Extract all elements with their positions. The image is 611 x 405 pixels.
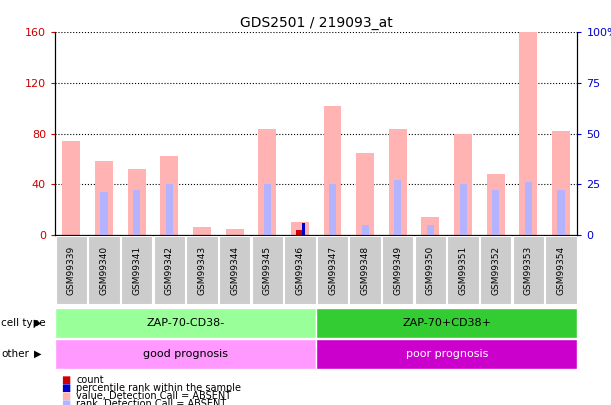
Text: ZAP-70-CD38-: ZAP-70-CD38- (147, 318, 225, 328)
Text: percentile rank within the sample: percentile rank within the sample (76, 383, 241, 393)
Text: GSM99342: GSM99342 (165, 246, 174, 295)
Bar (324, 106, 342, 235)
FancyBboxPatch shape (317, 237, 348, 305)
Bar (225, 228, 244, 235)
FancyBboxPatch shape (153, 237, 185, 305)
FancyBboxPatch shape (546, 237, 577, 305)
Bar (316, 308, 577, 338)
Bar (525, 182, 532, 235)
Text: GSM99347: GSM99347 (328, 246, 337, 295)
Text: poor prognosis: poor prognosis (406, 349, 488, 359)
Bar (557, 190, 565, 235)
Bar (356, 153, 374, 235)
Text: GSM99345: GSM99345 (263, 246, 272, 295)
Bar (459, 184, 467, 235)
FancyBboxPatch shape (415, 237, 446, 305)
FancyBboxPatch shape (480, 237, 511, 305)
Text: ZAP-70+CD38+: ZAP-70+CD38+ (402, 318, 491, 328)
Text: GSM99341: GSM99341 (132, 246, 141, 295)
Text: GSM99352: GSM99352 (491, 246, 500, 295)
Text: ■: ■ (61, 375, 70, 385)
FancyBboxPatch shape (186, 237, 218, 305)
Bar (193, 227, 211, 235)
Text: ■: ■ (61, 391, 70, 401)
Text: GSM99354: GSM99354 (557, 246, 566, 295)
Text: rank, Detection Call = ABSENT: rank, Detection Call = ABSENT (76, 399, 227, 405)
Text: GSM99346: GSM99346 (295, 246, 304, 295)
Bar (487, 174, 505, 235)
Text: GSM99353: GSM99353 (524, 246, 533, 295)
Bar (316, 339, 577, 369)
Bar (362, 225, 369, 235)
Bar (552, 131, 570, 235)
Bar (95, 162, 113, 235)
FancyBboxPatch shape (284, 237, 315, 305)
Bar (291, 222, 309, 235)
Text: good prognosis: good prognosis (143, 349, 228, 359)
FancyBboxPatch shape (56, 237, 87, 305)
FancyBboxPatch shape (349, 237, 381, 305)
Text: count: count (76, 375, 104, 385)
Text: GSM99344: GSM99344 (230, 246, 239, 295)
Bar (454, 134, 472, 235)
Title: GDS2501 / 219093_at: GDS2501 / 219093_at (240, 16, 393, 30)
FancyBboxPatch shape (252, 237, 283, 305)
Text: GSM99349: GSM99349 (393, 246, 402, 295)
Bar (427, 225, 434, 235)
Bar (296, 230, 304, 235)
Bar (394, 180, 401, 235)
FancyBboxPatch shape (121, 237, 152, 305)
Text: ■: ■ (61, 383, 70, 393)
Bar (160, 156, 178, 235)
Bar (55, 339, 316, 369)
Text: other: other (1, 349, 29, 359)
Bar (492, 190, 499, 235)
Text: value, Detection Call = ABSENT: value, Detection Call = ABSENT (76, 391, 232, 401)
Text: GSM99339: GSM99339 (67, 246, 76, 295)
Text: ▶: ▶ (34, 318, 42, 328)
FancyBboxPatch shape (447, 237, 479, 305)
Bar (302, 223, 306, 235)
Text: GSM99351: GSM99351 (459, 246, 467, 295)
Text: GSM99350: GSM99350 (426, 246, 435, 295)
Text: ▶: ▶ (34, 349, 42, 359)
Bar (166, 184, 173, 235)
Bar (389, 129, 407, 235)
Bar (329, 184, 336, 235)
Bar (258, 129, 276, 235)
Text: GSM99348: GSM99348 (360, 246, 370, 295)
FancyBboxPatch shape (513, 237, 544, 305)
Bar (55, 308, 316, 338)
Text: ■: ■ (61, 399, 70, 405)
Bar (422, 217, 439, 235)
FancyBboxPatch shape (382, 237, 414, 305)
FancyBboxPatch shape (89, 237, 120, 305)
Bar (263, 184, 271, 235)
Bar (100, 192, 108, 235)
Bar (519, 32, 538, 235)
Bar (128, 169, 145, 235)
Text: GSM99340: GSM99340 (100, 246, 109, 295)
Bar (62, 141, 80, 235)
Text: GSM99343: GSM99343 (197, 246, 207, 295)
Bar (133, 190, 140, 235)
Text: cell type: cell type (1, 318, 46, 328)
FancyBboxPatch shape (219, 237, 251, 305)
